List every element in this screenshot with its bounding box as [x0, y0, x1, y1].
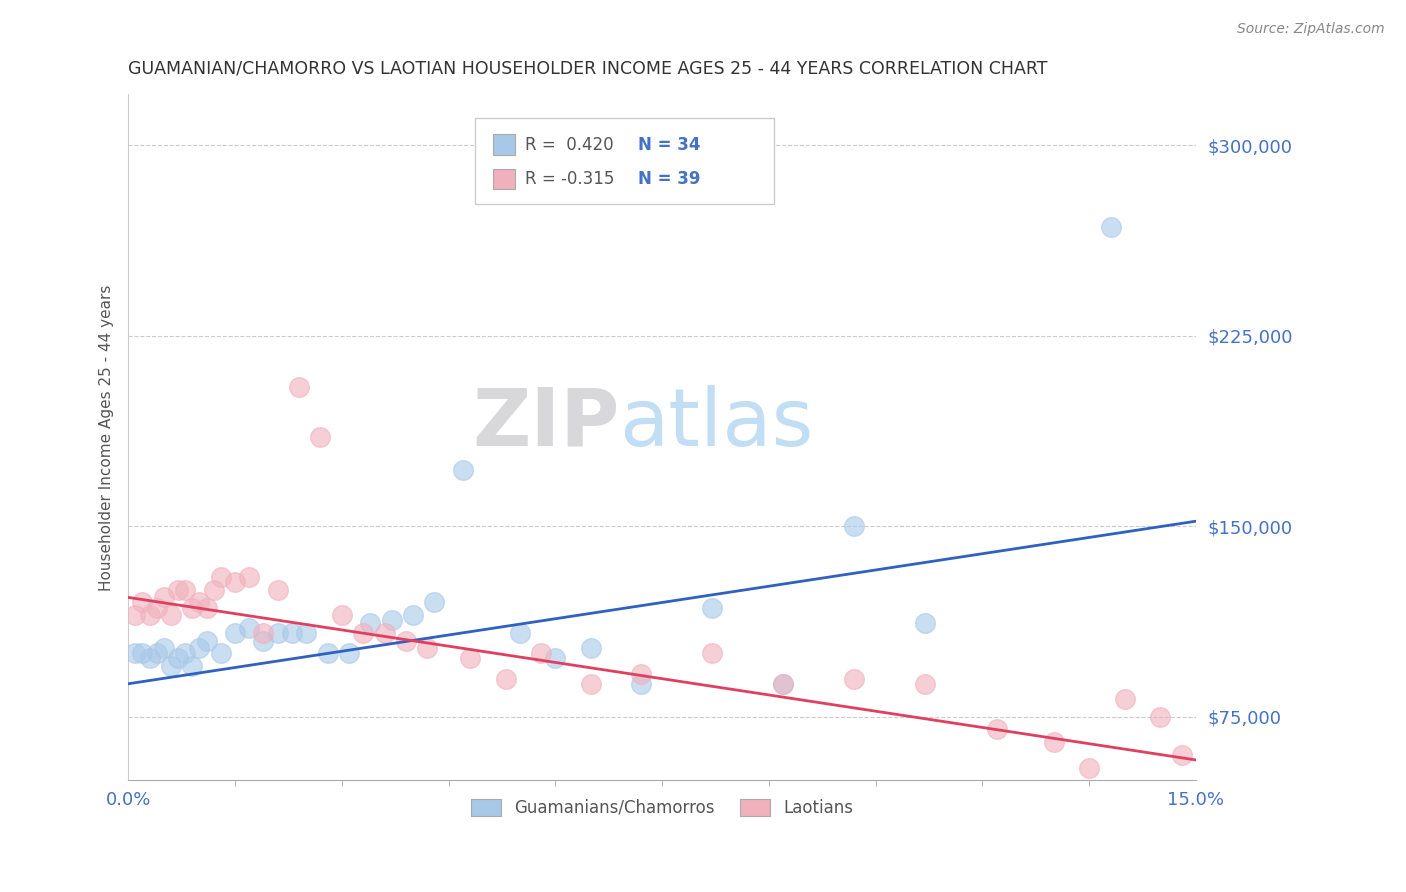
- Point: [195, 633, 218, 648]
- Point: [630, 677, 652, 691]
- Point: [451, 463, 474, 477]
- Point: [316, 646, 339, 660]
- Point: [288, 379, 311, 393]
- FancyBboxPatch shape: [494, 169, 515, 189]
- Text: ZIP: ZIP: [472, 384, 620, 463]
- FancyBboxPatch shape: [494, 134, 515, 155]
- Point: [1114, 692, 1136, 706]
- Point: [281, 626, 304, 640]
- Point: [138, 651, 160, 665]
- Point: [844, 672, 866, 686]
- Point: [181, 659, 204, 673]
- Point: [153, 591, 176, 605]
- Point: [544, 651, 567, 665]
- Point: [914, 677, 936, 691]
- Point: [416, 641, 439, 656]
- Y-axis label: Householder Income Ages 25 - 44 years: Householder Income Ages 25 - 44 years: [100, 285, 114, 591]
- Point: [160, 608, 183, 623]
- Point: [145, 600, 167, 615]
- Point: [509, 626, 531, 640]
- Point: [174, 646, 197, 660]
- Point: [1149, 710, 1171, 724]
- Text: atlas: atlas: [620, 384, 814, 463]
- Point: [772, 677, 794, 691]
- Point: [579, 641, 602, 656]
- Point: [986, 723, 1008, 737]
- Point: [381, 613, 404, 627]
- Point: [309, 430, 332, 444]
- Point: [224, 575, 246, 590]
- Point: [195, 600, 218, 615]
- Point: [530, 646, 553, 660]
- Text: Source: ZipAtlas.com: Source: ZipAtlas.com: [1237, 22, 1385, 37]
- Point: [1170, 747, 1192, 762]
- Point: [700, 646, 723, 660]
- Point: [252, 633, 274, 648]
- Point: [295, 626, 318, 640]
- Point: [579, 677, 602, 691]
- Point: [181, 600, 204, 615]
- Point: [202, 582, 225, 597]
- Point: [352, 626, 374, 640]
- Point: [238, 621, 260, 635]
- Point: [174, 582, 197, 597]
- Point: [188, 641, 211, 656]
- Point: [337, 646, 360, 660]
- Point: [267, 582, 290, 597]
- Point: [167, 651, 190, 665]
- Point: [330, 608, 353, 623]
- FancyBboxPatch shape: [475, 119, 775, 204]
- Point: [138, 608, 160, 623]
- Point: [188, 595, 211, 609]
- Point: [373, 626, 395, 640]
- Point: [844, 519, 866, 533]
- Point: [1099, 219, 1122, 234]
- Point: [402, 608, 425, 623]
- Text: GUAMANIAN/CHAMORRO VS LAOTIAN HOUSEHOLDER INCOME AGES 25 - 44 YEARS CORRELATION : GUAMANIAN/CHAMORRO VS LAOTIAN HOUSEHOLDE…: [128, 60, 1047, 78]
- Point: [224, 626, 246, 640]
- Text: N = 34: N = 34: [637, 136, 700, 153]
- Point: [423, 595, 446, 609]
- Point: [167, 582, 190, 597]
- Point: [131, 595, 153, 609]
- Point: [1042, 735, 1064, 749]
- Point: [124, 608, 146, 623]
- Point: [124, 646, 146, 660]
- Text: R =  0.420: R = 0.420: [526, 136, 614, 153]
- Point: [153, 641, 176, 656]
- Point: [160, 659, 183, 673]
- Point: [495, 672, 517, 686]
- Point: [1078, 761, 1101, 775]
- Legend: Guamanians/Chamorros, Laotians: Guamanians/Chamorros, Laotians: [464, 792, 860, 823]
- Point: [252, 626, 274, 640]
- Point: [145, 646, 167, 660]
- Text: N = 39: N = 39: [637, 169, 700, 188]
- Point: [700, 600, 723, 615]
- Point: [267, 626, 290, 640]
- Point: [238, 570, 260, 584]
- Point: [914, 615, 936, 630]
- Point: [395, 633, 418, 648]
- Point: [209, 570, 232, 584]
- Point: [772, 677, 794, 691]
- Point: [458, 651, 481, 665]
- Point: [131, 646, 153, 660]
- Point: [630, 666, 652, 681]
- Text: R = -0.315: R = -0.315: [526, 169, 614, 188]
- Point: [209, 646, 232, 660]
- Point: [359, 615, 381, 630]
